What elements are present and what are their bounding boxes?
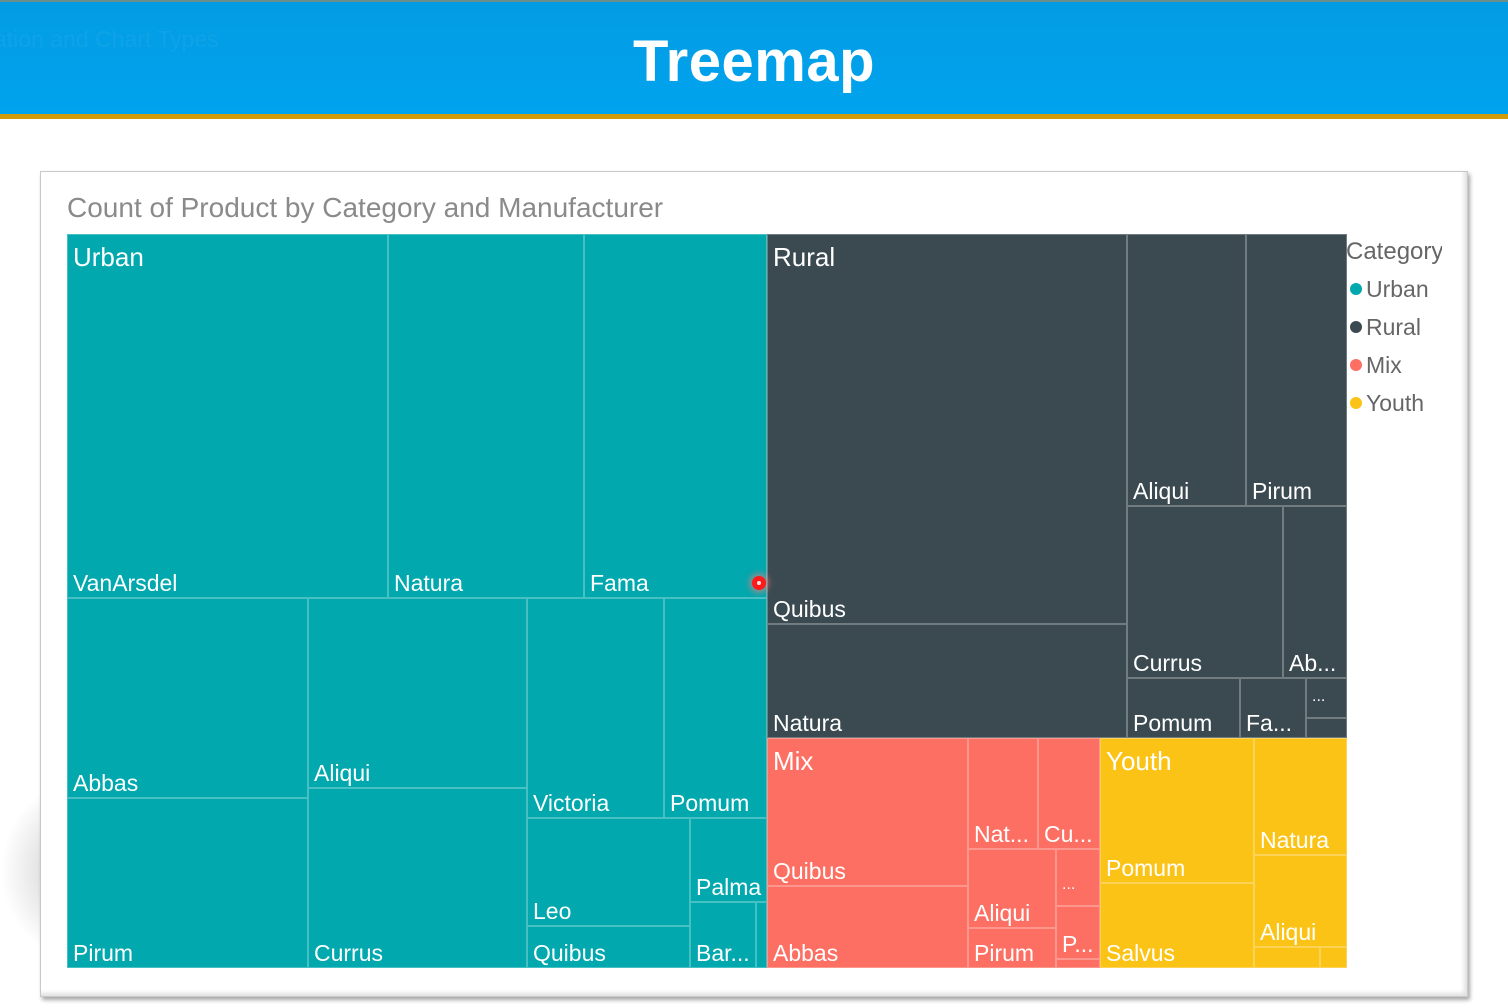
- treemap-tile-mix[interactable]: ...: [1056, 849, 1100, 906]
- treemap-tile-urban[interactable]: Pomum: [664, 598, 767, 818]
- tile-label: Fa...: [1246, 710, 1293, 736]
- treemap-tile-rural[interactable]: Aliqui: [1127, 234, 1246, 506]
- treemap-tile-rural[interactable]: Fa...: [1240, 678, 1306, 738]
- legend: Category Urban Rural Mix Youth: [1346, 236, 1442, 422]
- tile-label: Pirum: [974, 940, 1035, 966]
- treemap-tile-urban[interactable]: Victoria: [527, 598, 664, 818]
- tile-label: Cu...: [1044, 821, 1093, 847]
- legend-dot-icon: [1350, 359, 1362, 371]
- tile-label: Pomum: [670, 790, 750, 816]
- tile-label: Pirum: [73, 940, 134, 966]
- banner-divider: [0, 114, 1508, 119]
- legend-label: Urban: [1366, 275, 1429, 302]
- tile-label: Pirum: [1252, 478, 1313, 504]
- treemap-tile-urban[interactable]: Abbas: [67, 598, 308, 798]
- treemap-tile-youth[interactable]: Natura: [1254, 738, 1347, 855]
- tile-label: Salvus: [1106, 940, 1176, 966]
- treemap-tile-rural[interactable]: [1306, 718, 1347, 738]
- tile-label: Abbas: [773, 940, 839, 966]
- treemap-tile-urban[interactable]: Palma: [690, 818, 767, 902]
- treemap-tile-mix[interactable]: [1056, 959, 1100, 968]
- tile-label: Bar...: [696, 940, 750, 966]
- tile-label: Pomum: [1133, 710, 1213, 736]
- treemap-tile-rural[interactable]: Natura: [767, 624, 1127, 738]
- tile-label: ...: [1062, 876, 1076, 893]
- tile-label: Leo: [533, 898, 572, 924]
- treemap-tile-rural[interactable]: Pirum: [1246, 234, 1347, 506]
- tile-label: Pomum: [1106, 855, 1186, 881]
- header-banner: ation and Chart Types Treemap: [0, 0, 1508, 114]
- treemap-tile-urban[interactable]: Pirum: [67, 798, 308, 968]
- tile-label: Aliqui: [974, 900, 1031, 926]
- tile-label: Fama: [590, 570, 649, 596]
- treemap-tile-urban[interactable]: Leo: [527, 818, 690, 926]
- tile-label: Quibus: [773, 596, 846, 622]
- tile-label: P...: [1062, 931, 1094, 957]
- treemap-tile-youth[interactable]: Salvus: [1100, 883, 1254, 968]
- legend-label: Rural: [1366, 313, 1421, 340]
- treemap-tile-mix[interactable]: Nat...: [968, 738, 1038, 849]
- tile-label: Aliqui: [314, 760, 371, 786]
- treemap-tile-urban[interactable]: Natura: [388, 234, 584, 598]
- tile-label: VanArsdel: [73, 570, 178, 596]
- treemap-tile-mix[interactable]: Pirum: [968, 928, 1056, 968]
- treemap-tile-rural[interactable]: Quibus: [767, 234, 1127, 624]
- tile-label: Natura: [773, 710, 843, 736]
- treemap-tile-mix[interactable]: P...: [1056, 906, 1100, 959]
- treemap-tile-urban[interactable]: VanArsdel: [67, 234, 388, 598]
- tile-label: Aliqui: [1260, 919, 1317, 945]
- tile-label: Quibus: [533, 940, 606, 966]
- treemap-plot: VanArsdel Natura Fama Abbas Pirum Aliqui Curru…: [67, 234, 1347, 968]
- treemap-tile-mix[interactable]: Abbas: [767, 886, 968, 968]
- treemap-tile-mix[interactable]: Cu...: [1038, 738, 1100, 849]
- tile-label: Nat...: [974, 821, 1029, 847]
- treemap-tile-urban[interactable]: [756, 902, 767, 968]
- treemap-tile-rural[interactable]: Pomum: [1127, 678, 1240, 738]
- legend-dot-icon: [1350, 283, 1362, 295]
- tile-label: Currus: [314, 940, 384, 966]
- treemap-tile-rural[interactable]: ...: [1306, 678, 1347, 718]
- treemap-tile-urban[interactable]: Quibus: [527, 926, 690, 968]
- tile-label: Ab...: [1289, 650, 1337, 676]
- treemap-tile-urban[interactable]: Fama: [584, 234, 767, 598]
- treemap-tile-mix[interactable]: Quibus: [767, 738, 968, 886]
- legend-dot-icon: [1350, 397, 1362, 409]
- legend-item-urban[interactable]: Urban: [1346, 270, 1442, 308]
- treemap-tile-mix[interactable]: Aliqui: [968, 849, 1056, 928]
- cursor-marker: [752, 576, 766, 590]
- tile-label: Aliqui: [1133, 478, 1190, 504]
- treemap-tile-rural[interactable]: Ab...: [1283, 506, 1347, 678]
- treemap-tile-urban[interactable]: Aliqui: [308, 598, 527, 788]
- tile-label: Victoria: [533, 790, 610, 816]
- treemap-tile-youth[interactable]: [1254, 947, 1320, 968]
- tile-label: Quibus: [773, 858, 846, 884]
- legend-items: Urban Rural Mix Youth: [1346, 270, 1442, 422]
- treemap-tile-rural[interactable]: Currus: [1127, 506, 1283, 678]
- legend-dot-icon: [1350, 321, 1362, 333]
- treemap-tile-urban[interactable]: Bar...: [690, 902, 756, 968]
- tile-label: Natura: [1260, 827, 1330, 853]
- legend-item-youth[interactable]: Youth: [1346, 384, 1442, 422]
- tile-label: ...: [1312, 688, 1326, 705]
- page-title: Treemap: [632, 29, 876, 94]
- tile-label: Currus: [1133, 650, 1203, 676]
- legend-label: Youth: [1366, 389, 1424, 416]
- banner-subtitle-ghost: ation and Chart Types: [0, 26, 219, 52]
- tile-label: Palma: [696, 874, 762, 900]
- treemap-tile-youth[interactable]: Pomum: [1100, 738, 1254, 883]
- legend-label: Mix: [1366, 351, 1402, 378]
- tile-label: Natura: [394, 570, 464, 596]
- tile-label: Abbas: [73, 770, 139, 796]
- legend-item-mix[interactable]: Mix: [1346, 346, 1442, 384]
- treemap-tile-urban[interactable]: Currus: [308, 788, 527, 968]
- legend-title: Category: [1346, 238, 1442, 265]
- treemap-tile-youth[interactable]: Aliqui: [1254, 855, 1347, 947]
- treemap-tile-youth[interactable]: [1320, 947, 1347, 968]
- legend-item-rural[interactable]: Rural: [1346, 308, 1442, 346]
- chart-title: Count of Product by Category and Manufac…: [67, 192, 664, 223]
